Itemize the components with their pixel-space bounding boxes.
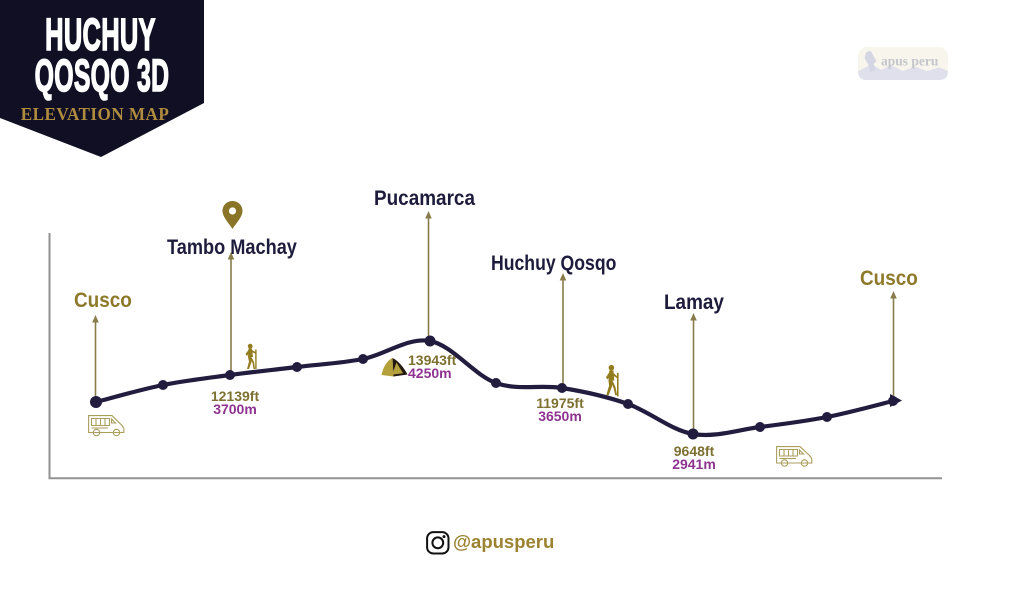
- svg-text:apus peru: apus peru: [881, 54, 939, 69]
